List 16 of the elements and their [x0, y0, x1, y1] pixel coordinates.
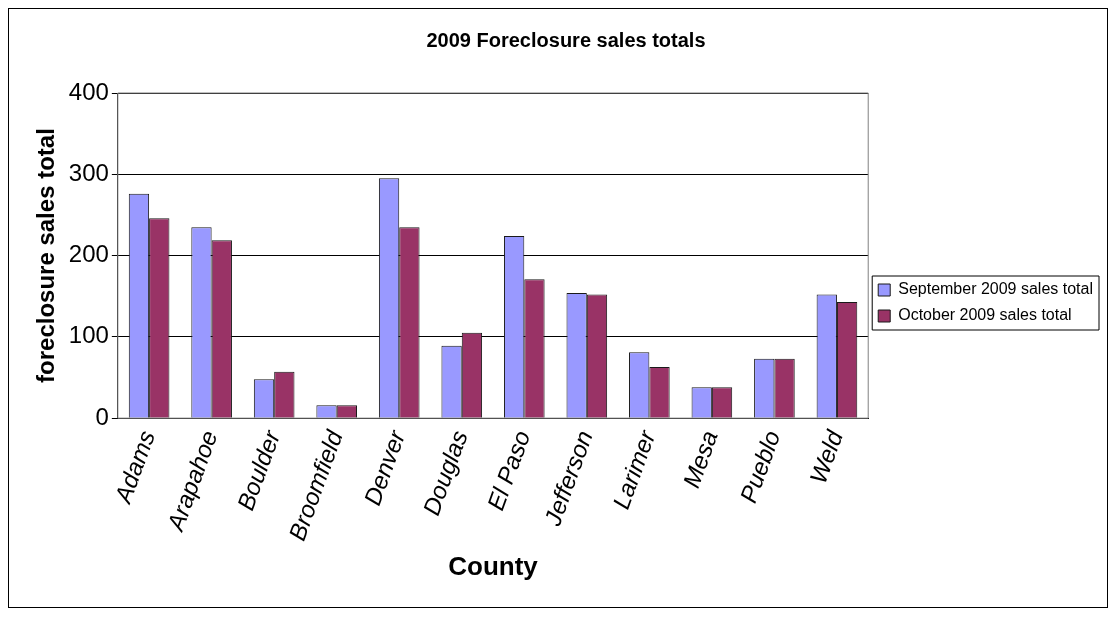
y-tick-label: 0 [95, 402, 109, 430]
y-tick-label: 400 [68, 77, 109, 105]
x-tick-label: Denver [358, 425, 411, 509]
x-tick-label: Pueblo [734, 426, 786, 507]
x-tick-label: Adams [108, 426, 161, 509]
x-tick-label: Mesa [677, 426, 723, 492]
legend-label: September 2009 sales total [898, 280, 1094, 298]
x-tick-label: El Paso [481, 426, 536, 514]
x-tick-label: Weld [803, 426, 849, 488]
legend-label: October 2009 sales total [898, 306, 1072, 324]
y-tick-label: 300 [68, 158, 109, 186]
x-axis-title: County [448, 550, 539, 581]
y-tick-label: 200 [68, 240, 109, 268]
y-tick-label: 100 [68, 321, 109, 349]
chart-title: 2009 Foreclosure sales totals [426, 28, 706, 51]
y-axis-title: foreclosure sales total [32, 128, 60, 383]
